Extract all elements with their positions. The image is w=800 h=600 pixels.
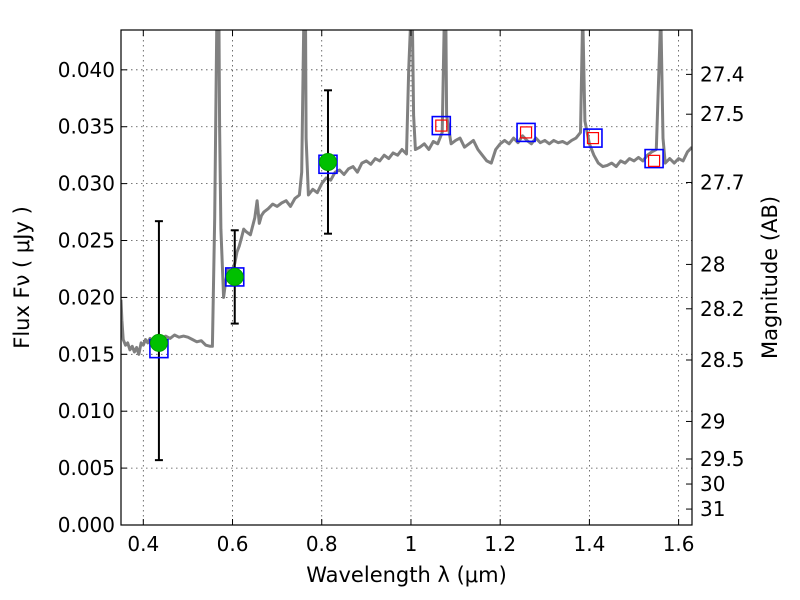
- x-tick-label: 0.4: [127, 532, 159, 556]
- right-tick-label: 30: [700, 472, 725, 496]
- right-tick-label: 29: [700, 409, 725, 433]
- x-tick-label: 1.2: [484, 532, 516, 556]
- x-axis: 0.4 0.6 0.8 1 1.2 1.4 1.6: [127, 30, 695, 556]
- y-tick-label: 0.000: [58, 513, 115, 537]
- y-tick-label: 0.005: [58, 456, 115, 480]
- right-tick-label: 27.7: [700, 170, 745, 194]
- observed-flux-box: [644, 148, 664, 169]
- detection-point: [318, 153, 337, 171]
- right-tick-label: 27.4: [700, 62, 745, 86]
- detection-point: [149, 333, 168, 352]
- right-tick-label: 28.5: [700, 348, 745, 372]
- y-tick-label: 0.020: [58, 285, 115, 309]
- y-tick-label: 0.015: [58, 342, 115, 366]
- y-axis-label-right: Magnitude (AB): [758, 196, 782, 359]
- right-tick-label: 28.2: [700, 297, 745, 321]
- y-axis-label-left: Flux Fν ( μJy ): [10, 206, 34, 349]
- spectrum-series: [121, 30, 692, 356]
- x-axis-label: Wavelength λ (μm): [306, 563, 507, 587]
- photometry-boxes: [149, 115, 664, 359]
- y-axis-left: 0.000 0.005 0.010 0.015 0.020 0.025 0.030 0.035…: [58, 58, 127, 537]
- detection-points: [149, 153, 337, 352]
- observed-flux-box: [516, 122, 536, 143]
- right-tick-label: 31: [700, 497, 725, 521]
- y-tick-label: 0.035: [58, 115, 115, 139]
- right-tick-label: 27.5: [700, 102, 745, 126]
- model-flux-box: [435, 119, 448, 132]
- y-tick-label: 0.030: [58, 172, 115, 196]
- y-tick-label: 0.025: [58, 229, 115, 253]
- detection-point: [225, 267, 244, 286]
- x-tick-label: 1.4: [573, 532, 605, 556]
- right-tick-label: 28: [700, 252, 725, 276]
- right-tick-label: 29.5: [700, 447, 745, 471]
- plot-frame: [120, 29, 693, 526]
- y-tick-label: 0.040: [58, 58, 115, 82]
- x-tick-label: 1: [405, 532, 418, 556]
- model-flux-box: [586, 132, 600, 145]
- x-tick-label: 0.6: [217, 532, 249, 556]
- model-flux-box: [519, 126, 533, 139]
- y-tick-label: 0.010: [58, 399, 115, 423]
- x-tick-label: 0.8: [306, 532, 338, 556]
- spectrum-line: [121, 30, 692, 356]
- model-flux-box: [647, 154, 661, 167]
- observed-flux-box: [583, 128, 603, 148]
- x-tick-label: 1.6: [663, 532, 695, 556]
- observed-flux-box: [431, 115, 452, 136]
